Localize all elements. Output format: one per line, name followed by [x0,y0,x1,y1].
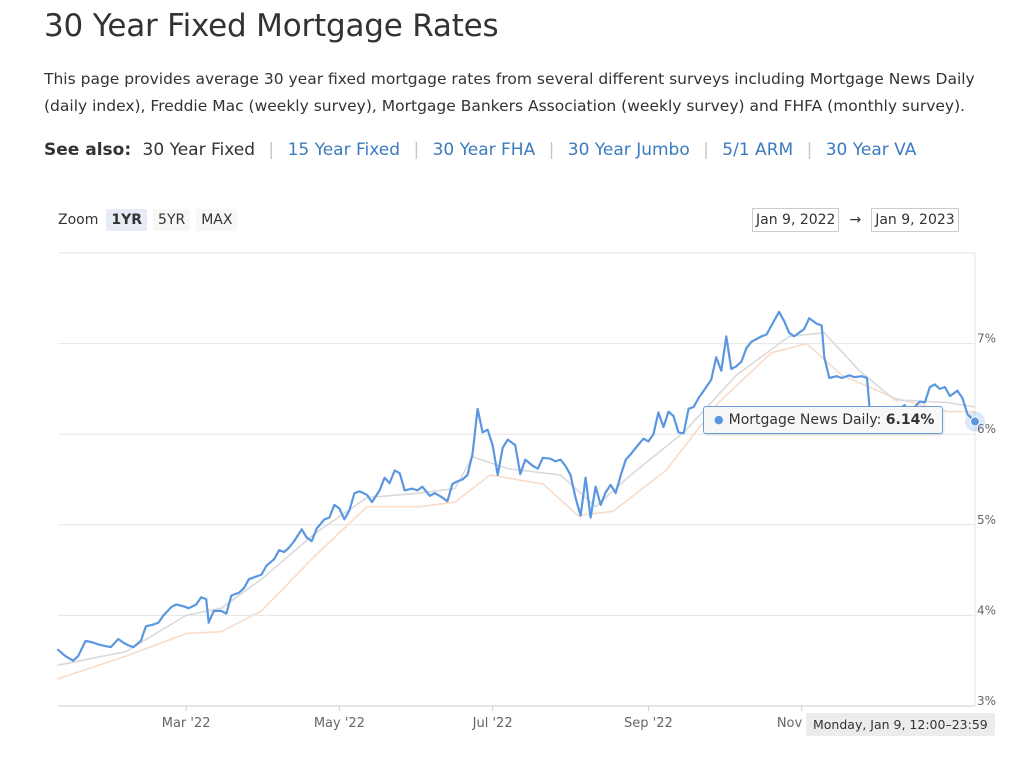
separator: | [268,140,275,160]
see-also-link-15-year-fixed[interactable]: 15 Year Fixed [287,140,401,160]
date-range-selector: Jan 9, 2022 → Jan 9, 2023 [752,208,959,232]
y-tick-label: 7% [977,332,996,346]
y-tick-label: 6% [977,422,996,436]
zoom-1yr-button[interactable]: 1YR [106,209,148,231]
series-dot-icon: ● [714,413,724,426]
range-from-input[interactable]: Jan 9, 2022 [752,208,840,232]
zoom-label: Zoom [58,212,99,228]
series-tooltip: ● Mortgage News Daily: 6.14% [703,406,944,434]
tooltip-series-label: Mortgage News Daily: [728,412,882,428]
series-line-mortgage-news-daily [56,310,977,662]
range-to-input[interactable]: Jan 9, 2023 [871,208,959,232]
tooltip-value: 6.14% [885,412,935,428]
separator: | [413,140,420,160]
series-line-grey [57,331,976,666]
separator: | [703,140,709,160]
x-tick-label: Jul '22 [472,716,513,731]
see-also-label: See also: [44,140,132,160]
zoom-max-button[interactable]: MAX [196,209,238,231]
separator: | [806,140,813,160]
zoom-5yr-button[interactable]: 5YR [153,209,191,231]
see-also-current: 30 Year Fixed [142,140,256,160]
see-also-link-30-year-fha[interactable]: 30 Year FHA [432,140,536,160]
see-also-link-30-year-va[interactable]: 30 Year VA [825,140,917,160]
x-tick-label: May '22 [314,716,365,731]
see-also-link-30-year-jumbo[interactable]: 30 Year Jumbo [567,140,690,160]
y-tick-label: 3% [977,694,996,708]
page-title: 30 Year Fixed Mortgage Rates [44,8,499,44]
y-tick-label: 5% [977,513,996,527]
series-line-peach [57,342,976,680]
x-tick-label: Sep '22 [624,716,673,731]
see-also-nav: See also: 30 Year Fixed | 15 Year Fixed … [44,140,916,160]
x-axis-tooltip: Monday, Jan 9, 12:00–23:59 [806,713,995,736]
separator: | [548,140,555,160]
range-arrow-icon: → [849,212,862,228]
x-tick-label: Mar '22 [162,716,211,731]
hover-point-marker [970,416,980,427]
zoom-controls: Zoom 1YR 5YR MAX [58,209,243,231]
page-intro: This page provides average 30 year fixed… [44,70,975,115]
see-also-link-5-1-arm[interactable]: 5/1 ARM [722,140,794,160]
y-tick-label: 4% [977,603,996,617]
